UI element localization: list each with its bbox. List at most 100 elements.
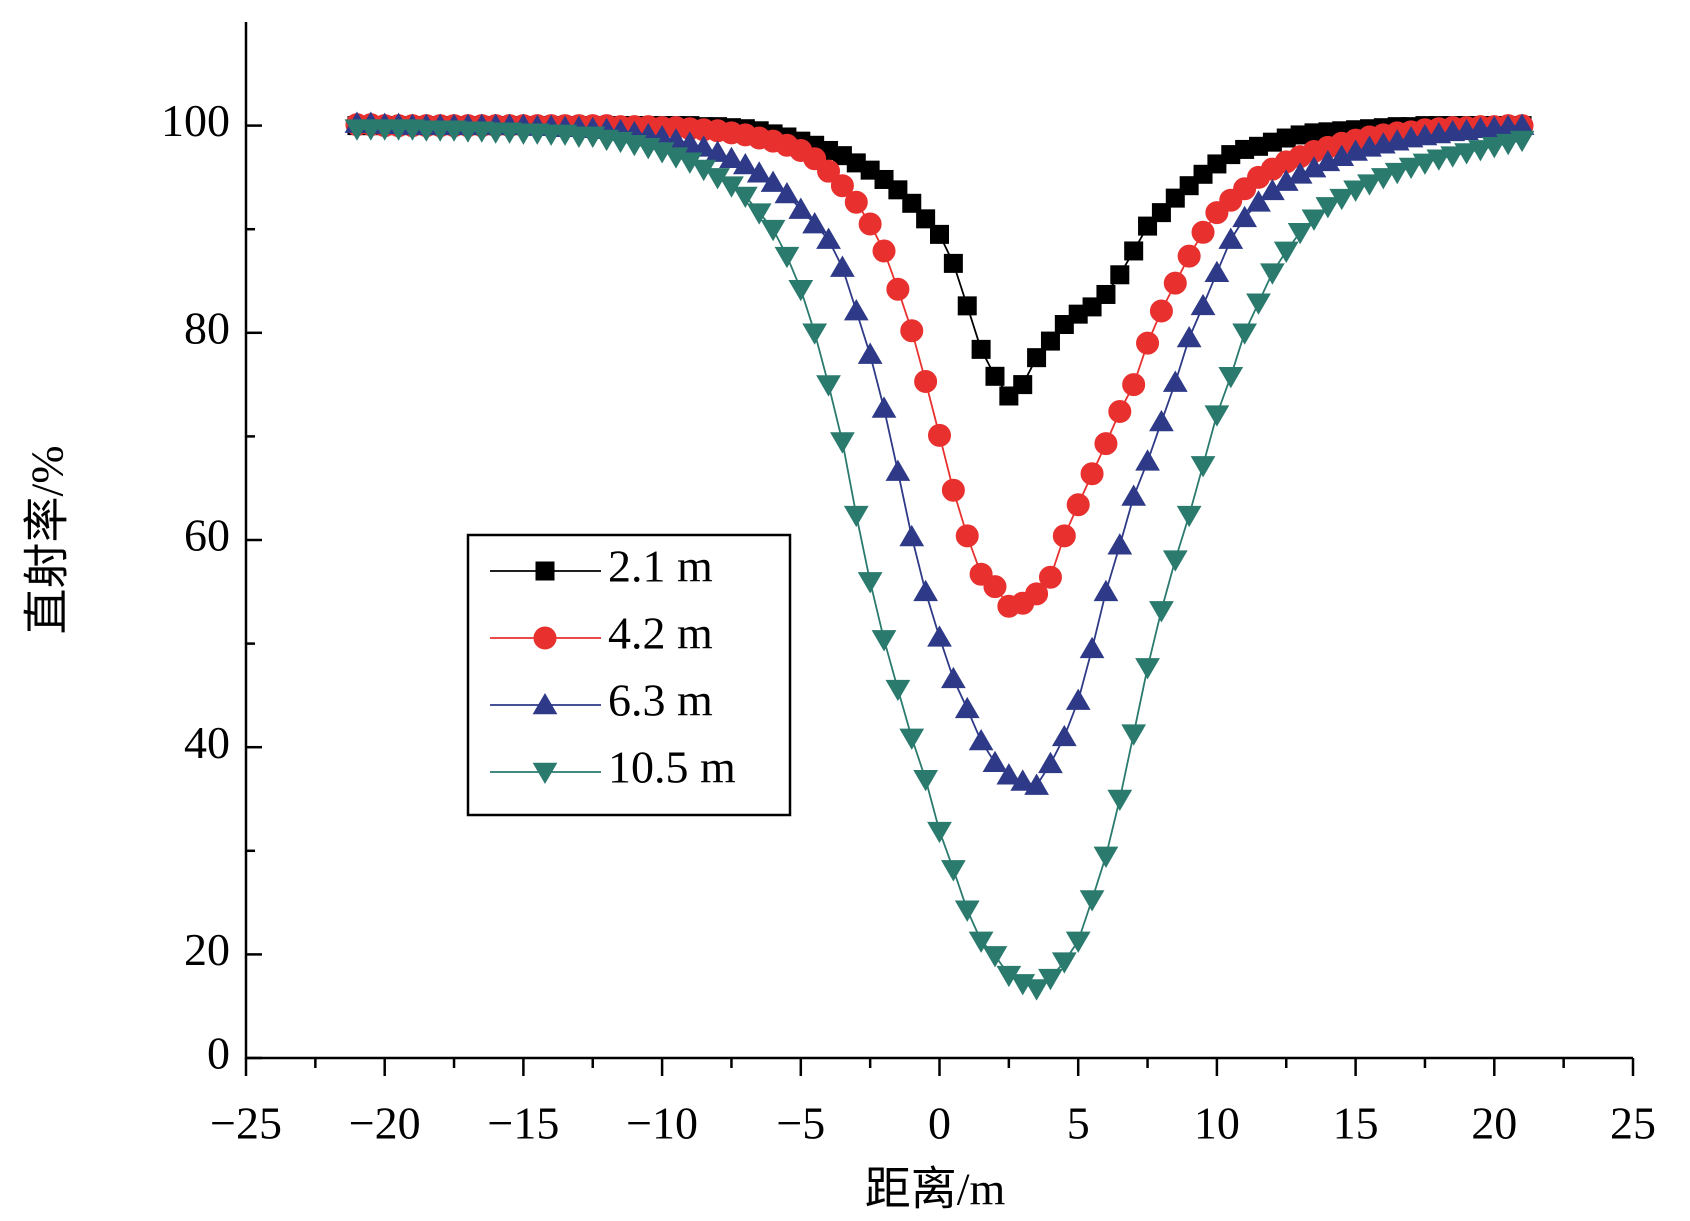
data-point: [899, 728, 925, 750]
data-point: [982, 946, 1008, 968]
data-point: [1287, 223, 1313, 245]
data-point: [732, 152, 758, 175]
data-point: [968, 728, 994, 751]
data-point: [1124, 241, 1144, 261]
data-point: [1412, 153, 1438, 175]
y-tick-label: 0: [207, 1028, 230, 1079]
data-point: [1051, 952, 1077, 974]
data-point: [1163, 271, 1187, 295]
data-point: [954, 900, 980, 922]
data-point: [677, 131, 703, 153]
data-point: [857, 572, 883, 594]
data-point: [886, 277, 910, 301]
data-point: [1079, 890, 1105, 912]
data-point: [1024, 979, 1049, 1001]
data-point: [1135, 658, 1160, 680]
data-point: [1273, 241, 1299, 263]
data-point: [983, 575, 1007, 599]
data-point: [941, 860, 966, 882]
data-point: [1357, 174, 1382, 196]
data-point: [817, 159, 841, 183]
data-point: [1509, 130, 1535, 153]
data-point: [1151, 203, 1171, 223]
x-tick-label: 20: [1471, 1098, 1517, 1149]
data-point: [816, 227, 841, 249]
data-point: [930, 224, 949, 244]
data-point: [1454, 143, 1479, 165]
data-point: [1025, 582, 1049, 606]
data-point: [1191, 220, 1215, 244]
data-point: [1176, 505, 1202, 528]
y-tick-label: 100: [161, 95, 230, 146]
data-point: [914, 369, 938, 393]
data-point: [1136, 331, 1160, 355]
data-point: [1107, 533, 1133, 555]
data-point: [1094, 432, 1118, 456]
legend-label: 6.3 m: [608, 675, 713, 726]
data-point: [1010, 769, 1036, 791]
data-point: [1051, 724, 1077, 747]
data-point: [1024, 773, 1049, 795]
data-point: [916, 209, 936, 229]
data-point: [746, 161, 772, 183]
data-point: [872, 239, 896, 263]
data-point: [746, 203, 772, 225]
data-point: [927, 625, 952, 647]
axes: [244, 22, 1633, 1060]
data-point: [871, 630, 897, 652]
data-point: [1218, 367, 1244, 389]
data-point: [732, 186, 758, 209]
x-tick-label: −20: [349, 1098, 421, 1149]
legend-label: 4.2 m: [608, 608, 713, 659]
x-tick-label: −15: [487, 1098, 559, 1149]
data-point: [1162, 550, 1188, 572]
y-tick-label: 40: [184, 717, 230, 768]
data-point: [1246, 190, 1271, 212]
data-point: [971, 339, 991, 359]
data-point: [1162, 370, 1188, 392]
data-point: [900, 319, 924, 343]
x-tick-label: −10: [626, 1098, 698, 1149]
data-point: [1204, 405, 1230, 427]
data-point: [1052, 524, 1076, 548]
data-point: [954, 696, 980, 719]
data-point: [788, 279, 814, 302]
data-point: [913, 770, 938, 792]
data-point: [1093, 579, 1119, 602]
data-point: [1110, 265, 1130, 285]
data-point: [844, 190, 868, 214]
data-point: [1176, 325, 1202, 348]
data-point: [1040, 331, 1060, 351]
data-point: [885, 679, 911, 702]
data-point: [1440, 146, 1466, 168]
data-point: [1013, 375, 1033, 395]
data-point: [1038, 565, 1062, 589]
data-point: [1232, 323, 1258, 345]
y-axis-title: 直射率/%: [22, 445, 73, 634]
data-point: [830, 432, 855, 454]
x-tick-label: −5: [776, 1098, 825, 1149]
data-point: [902, 193, 922, 213]
data-point: [1108, 400, 1132, 424]
y-tick-label: 80: [184, 302, 230, 353]
data-point: [705, 140, 730, 162]
data-point: [1107, 789, 1133, 811]
data-point: [1218, 227, 1244, 249]
data-point: [968, 931, 994, 953]
legend-marker: [532, 693, 558, 715]
data-point: [1038, 968, 1063, 991]
data-point: [941, 666, 966, 689]
data-point: [1190, 293, 1216, 316]
data-point: [1398, 157, 1424, 180]
y-tick-label: 20: [184, 924, 230, 975]
data-point: [788, 197, 814, 219]
data-point: [1301, 209, 1327, 231]
x-tick-label: 15: [1333, 1098, 1379, 1149]
data-point: [1122, 373, 1146, 397]
data-point: [1135, 449, 1160, 471]
data-point: [1426, 149, 1452, 171]
data-point: [858, 212, 882, 236]
data-point: [816, 375, 841, 397]
data-point: [857, 342, 883, 364]
data-point: [1343, 180, 1368, 202]
